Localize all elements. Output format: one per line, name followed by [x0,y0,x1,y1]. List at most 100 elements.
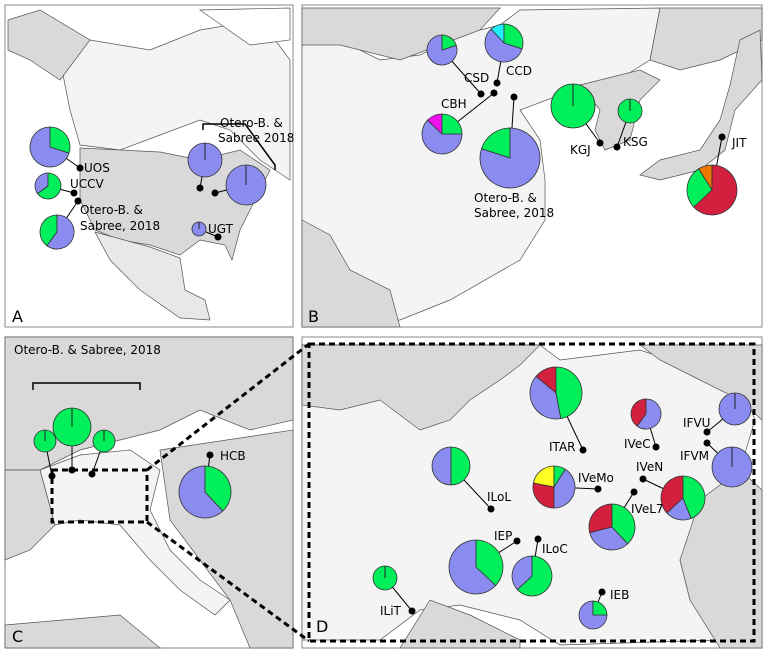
pie-slice-blue [529,375,562,420]
site-dot [211,189,219,197]
site-dot [70,189,78,197]
pie-chart [421,113,463,155]
pie-chart [34,172,62,200]
pie-chart [187,142,223,178]
pie-slice-green [553,465,566,489]
site-dot [408,607,416,615]
site-label: IVeMo [578,471,614,485]
pie-slice-green [503,23,524,50]
site-label: UCCV [70,177,105,191]
canada-land [59,19,291,181]
site-label: IVeN [636,460,663,474]
panel-letter: D [316,617,328,636]
site-cbh: CBH [421,89,498,155]
site-ifvm: IFVM [680,439,753,488]
site-dot [487,505,495,513]
pie-slice-blue [421,119,463,155]
pie-chart [92,429,116,453]
site-itar: ITAR [529,366,587,454]
site-label: UOS [84,161,110,175]
site-dot [596,139,604,147]
citation-label: Otero-B. & Sabree, 2018 [14,343,161,357]
site-dot [196,184,204,192]
north-africa-land [4,614,161,649]
pie-chart [617,98,643,124]
russia-east-land [649,7,763,71]
panel-d: D [301,336,763,649]
site-ivec: IVeC [624,398,662,451]
pie-chart [29,126,71,168]
pie-chart [550,83,596,129]
pie-chart [372,565,398,591]
pie-slice-green [611,503,636,545]
pie-slice-blue [636,398,662,430]
site-ivemo: IVeMo [532,465,614,509]
site-ksg: KSG [613,98,648,151]
site-label: KGJ [570,143,591,157]
site-dot [639,475,647,483]
site-label: IVeC [624,437,651,451]
panel-letter: B [308,307,319,326]
site-dot [68,466,76,474]
site-dot [477,90,485,98]
pie-slice-green [555,366,583,420]
site-ivel7: IVeL7 [588,488,664,551]
site-label: ITAR [549,440,575,454]
pie-slice-green [686,168,713,208]
pie-chart [426,34,458,66]
site-label: IFVU [683,416,710,430]
pie-slice-green [682,475,706,519]
site-ogl1 [187,142,223,192]
site-label: KSG [623,135,648,149]
site-dot [510,93,518,101]
site-dot [579,446,587,454]
switzerland-austria-land [301,344,541,431]
site-dot [88,470,96,478]
panel-letter: C [12,627,23,646]
site-dot [214,233,222,241]
pie-slice-blue [589,526,629,551]
pie-slice-red [630,398,647,427]
site-dot [703,439,711,447]
site-label: ILoC [542,542,568,556]
site-dot [598,588,606,596]
site-label: JIT [731,136,747,150]
pie-chart [711,446,753,488]
site-ocn [479,93,541,189]
pie-slice-green [441,34,457,51]
pie-chart [448,539,504,595]
pie-chart [511,555,553,597]
site-dot [513,537,521,545]
pie-slice-blue [29,126,70,168]
zoom-region-box [50,468,149,524]
site-uccv: UCCV [34,172,105,200]
pie-slice-blue [34,172,49,195]
site-ugt: UGT [191,221,234,241]
site-oeu1 [33,429,57,480]
pie-chart [686,164,738,216]
site-label: IEP [494,529,512,543]
site-ogl2 [211,164,267,206]
zoom-region-box [307,342,756,643]
site-dot [74,197,82,205]
site-label: IFVM [680,449,709,463]
pie-slice-green [450,446,471,486]
site-ilol: ILoL [431,446,511,513]
site-dot [490,89,498,97]
site-label: ILiT [380,604,402,618]
site-label: ILoL [487,490,511,504]
pie-slice-green [39,214,58,247]
ligurian-sea [399,599,521,649]
pie-slice-red [532,482,555,509]
site-oeu2 [52,407,92,474]
site-label: CCD [506,64,532,78]
mexico-land [94,231,211,321]
citation-bracket [202,123,276,170]
pie-chart [484,23,524,63]
sites-layer: UOS UCCV UGT CSD CCD CBH KGJ KSG JIT HCB ITAR IVeC I… [29,23,753,630]
pie-slice-blue [578,600,608,630]
pie-slice-green [592,600,608,616]
mongolia-land [301,7,501,61]
site-label: HCB [220,449,246,463]
pie-chart [718,392,752,426]
